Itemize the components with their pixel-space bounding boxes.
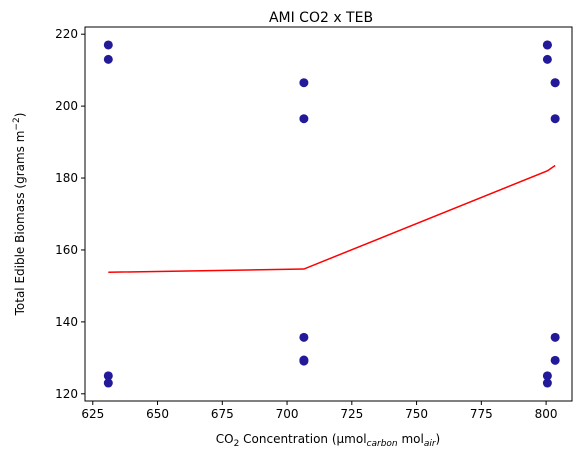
data-point	[550, 355, 560, 365]
data-point	[299, 356, 309, 366]
data-point	[103, 54, 113, 64]
data-point	[542, 40, 552, 50]
data-point	[299, 78, 309, 88]
x-tick-label: 725	[340, 407, 363, 421]
x-tick-label: 750	[405, 407, 428, 421]
x-tick-label: 775	[470, 407, 493, 421]
data-point	[299, 114, 309, 124]
data-point	[103, 378, 113, 388]
data-point	[550, 114, 560, 124]
trend-line	[108, 164, 556, 274]
y-tick-label: 200	[55, 99, 78, 113]
x-tick-label: 675	[211, 407, 234, 421]
data-point	[103, 40, 113, 50]
x-tick-label: 800	[535, 407, 558, 421]
data-point	[542, 54, 552, 64]
chart-title: AMI CO2 x TEB	[269, 10, 373, 26]
data-point	[299, 332, 309, 342]
y-tick-label: 180	[55, 171, 78, 185]
data-point	[550, 332, 560, 342]
y-axis-label: Total Edible Biomass (grams m−2)	[12, 113, 27, 317]
x-tick-label: 700	[276, 407, 299, 421]
y-tick-label: 140	[55, 315, 78, 329]
x-tick-label: 625	[81, 407, 104, 421]
x-tick-label: 650	[146, 407, 169, 421]
y-tick-label: 220	[55, 27, 78, 41]
data-point	[550, 78, 560, 88]
axes-frame	[84, 26, 573, 402]
y-tick-label: 160	[55, 243, 78, 257]
data-point	[542, 378, 552, 388]
plot-area	[103, 40, 560, 388]
data-point	[103, 371, 113, 381]
y-tick-label: 120	[55, 387, 78, 401]
data-point	[542, 371, 552, 381]
x-axis-label: CO2 Concentration (μmolcarbon molair)	[216, 432, 440, 449]
axis-ticks: 625 650 675 700 725 750 775 800 120 140 160 180 200 2…	[55, 27, 557, 421]
